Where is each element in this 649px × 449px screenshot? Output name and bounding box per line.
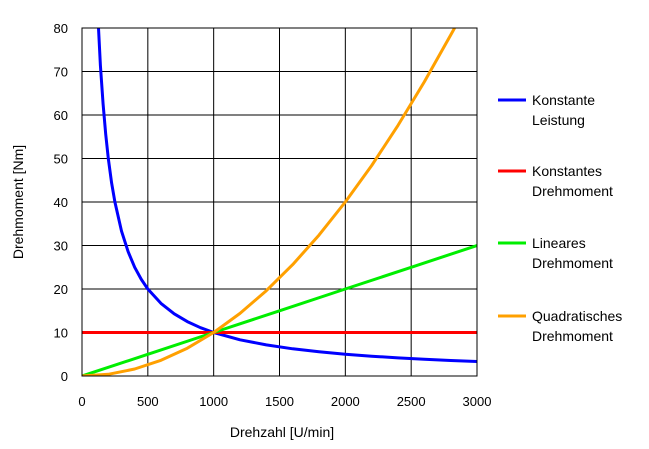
y-tick-label: 80: [54, 21, 68, 36]
x-tick-label: 1500: [265, 394, 294, 409]
y-tick-label: 50: [54, 152, 68, 167]
y-tick-label: 10: [54, 326, 68, 341]
x-tick-label: 2000: [331, 394, 360, 409]
grid-lines: [81, 27, 478, 377]
y-tick-label: 20: [54, 282, 68, 297]
y-tick-label: 0: [61, 369, 68, 384]
series-line-quadratisches-drehmoment: [82, 28, 456, 376]
legend-label-quadratisches-drehmoment: Quadratisches Drehmoment: [532, 308, 622, 344]
series-line-lineares-drehmoment: [82, 244, 477, 376]
x-tick-label: 1000: [199, 394, 228, 409]
series-line-konstante-leistung: [97, 28, 477, 363]
y-tick-label: 40: [54, 195, 68, 210]
y-axis-tick-labels: 0 10 20 30 40 50 60 70 80: [54, 21, 68, 384]
x-tick-label: 2500: [397, 394, 426, 409]
y-tick-label: 70: [54, 65, 68, 80]
legend-label-konstantes-drehmoment: Konstantes Drehmoment: [532, 163, 613, 199]
legend: Konstante Leistung Konstantes Drehmoment Lin…: [498, 92, 622, 344]
series-lines: [82, 28, 477, 376]
y-axis-title: Drehmoment [Nm]: [10, 145, 26, 259]
x-tick-label: 3000: [463, 394, 492, 409]
x-axis-tick-labels: 0 500 1000 1500 2000 2500 3000: [78, 394, 491, 409]
y-tick-label: 60: [54, 108, 68, 123]
x-tick-label: 0: [78, 394, 85, 409]
legend-label-lineares-drehmoment: Lineares Drehmoment: [532, 235, 613, 271]
x-tick-label: 500: [137, 394, 159, 409]
x-axis-title: Drehzahl [U/min]: [230, 424, 334, 440]
legend-label-konstante-leistung: Konstante Leistung: [532, 92, 595, 128]
plot-area-frame: [81, 27, 478, 377]
y-tick-label: 30: [54, 239, 68, 254]
